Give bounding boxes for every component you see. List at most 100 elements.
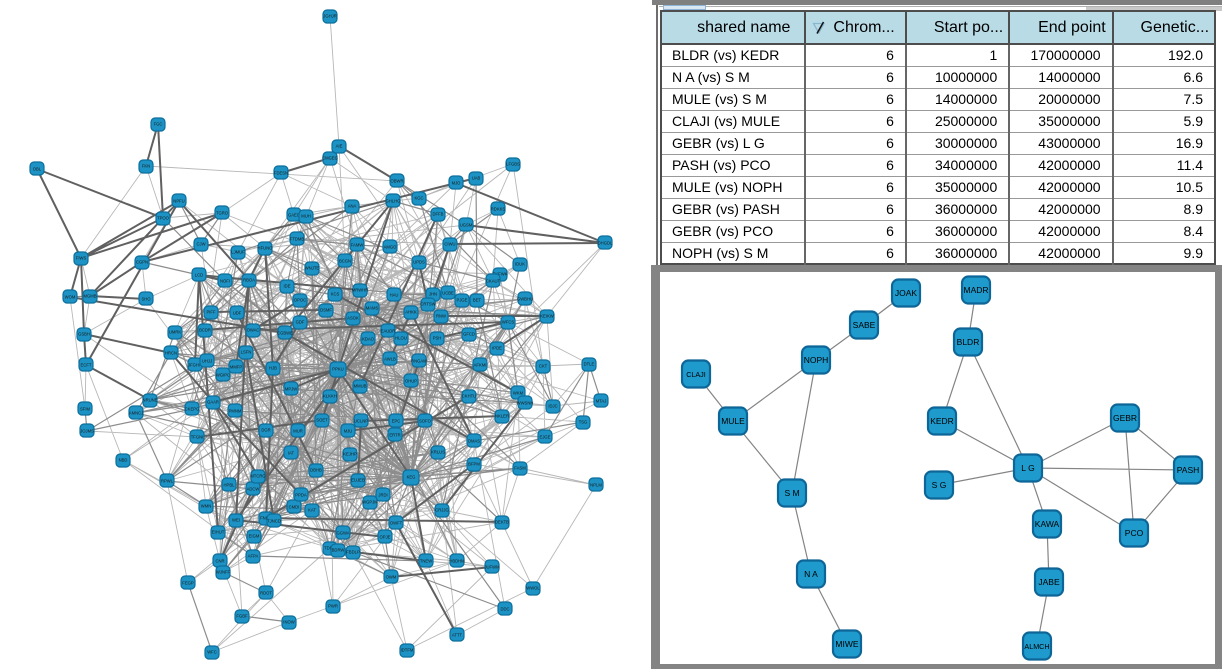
svg-text:MTCRG: MTCRG — [250, 474, 265, 479]
svg-text:UMRK: UMRK — [169, 330, 182, 335]
svg-text:CRTSW: CRTSW — [420, 302, 435, 307]
svg-text:PJGE: PJGE — [457, 298, 468, 303]
svg-text:WEI: WEI — [232, 518, 240, 523]
svg-text:OBWR: OBWR — [390, 179, 403, 184]
svg-text:GHLHG: GHLHG — [386, 199, 401, 204]
svg-text:DFFB: DFFB — [433, 212, 444, 217]
svg-text:AFKMI: AFKMI — [474, 363, 487, 368]
svg-text:KAT: KAT — [308, 508, 316, 513]
svg-text:MGMB: MGMB — [83, 294, 96, 299]
svg-text:PPDA: PPDA — [295, 493, 307, 498]
svg-text:WGPJM: WGPJM — [362, 500, 378, 505]
svg-text:JABE: JABE — [1038, 577, 1060, 587]
svg-text:UHJJ: UHJJ — [202, 359, 212, 364]
svg-text:SOFO: SOFO — [419, 419, 432, 424]
svg-text:RNGAW: RNGAW — [411, 359, 427, 364]
svg-text:EKFWK: EKFWK — [493, 272, 508, 277]
svg-text:TPOO: TPOO — [157, 216, 170, 221]
svg-text:ADCW: ADCW — [247, 487, 260, 492]
svg-text:MMFP: MMFP — [230, 365, 243, 370]
svg-text:UDF: UDF — [233, 311, 242, 316]
svg-text:MIWE: MIWE — [835, 639, 858, 649]
svg-text:NOPH: NOPH — [804, 355, 829, 365]
svg-text:KEIKW: KEIKW — [540, 314, 554, 319]
svg-text:EIGM: EIGM — [249, 534, 260, 539]
svg-text:RDOT: RDOT — [260, 591, 272, 596]
svg-text:N A: N A — [804, 569, 818, 579]
svg-text:HRCN: HRCN — [165, 351, 177, 356]
svg-text:UCBE: UCBE — [442, 291, 454, 296]
svg-text:MUH: MUH — [301, 214, 311, 219]
svg-text:KAWA: KAWA — [1035, 519, 1060, 529]
svg-text:CKEPG: CKEPG — [185, 407, 200, 412]
svg-text:PASH: PASH — [1177, 465, 1200, 475]
svg-text:OWAC: OWAC — [247, 328, 260, 333]
svg-text:DSMF: DSMF — [320, 308, 332, 313]
svg-text:AWLB: AWLB — [384, 357, 396, 362]
svg-text:FKN: FKN — [142, 164, 150, 169]
svg-text:GFCD: GFCD — [463, 332, 475, 337]
svg-text:IDTFM: IDTFM — [401, 648, 414, 653]
svg-text:WJNFF: WJNFF — [216, 570, 231, 575]
svg-text:OPOC: OPOC — [294, 298, 306, 303]
svg-text:JOAK: JOAK — [895, 288, 918, 298]
svg-text:JFGHN: JFGHN — [188, 363, 202, 368]
svg-text:DGR: DGR — [261, 428, 270, 433]
svg-text:L G: L G — [1021, 463, 1034, 473]
svg-text:KEDR: KEDR — [930, 416, 954, 426]
svg-text:CGPN: CGPN — [136, 260, 148, 265]
svg-text:GSBH: GSBH — [78, 332, 90, 337]
svg-text:TNEW: TNEW — [420, 559, 432, 564]
svg-text:RPWL: RPWL — [161, 479, 174, 484]
svg-text:IPDE: IPDE — [492, 346, 502, 351]
svg-text:UPDS: UPDS — [413, 260, 425, 265]
svg-text:JUFWM: JUFWM — [484, 565, 500, 570]
svg-text:OWFT: OWFT — [390, 521, 403, 526]
svg-text:WWOL: WWOL — [526, 586, 540, 591]
svg-text:NPLM: NPLM — [590, 483, 602, 488]
svg-text:MPJW: MPJW — [285, 387, 297, 392]
svg-text:HAU: HAU — [390, 293, 399, 298]
svg-text:MAMS: MAMS — [366, 306, 379, 311]
svg-text:IDE: IDE — [284, 284, 291, 289]
svg-text:KEJHP: KEJHP — [343, 452, 357, 457]
svg-text:LFGBS: LFGBS — [506, 162, 520, 167]
svg-text:PMNM: PMNM — [229, 409, 242, 414]
svg-text:PSH: PSH — [433, 336, 442, 341]
svg-text:S M: S M — [784, 488, 799, 498]
svg-text:AHKK: AHKK — [405, 310, 417, 315]
svg-text:HLOU: HLOU — [395, 336, 407, 341]
svg-text:INOW: INOW — [283, 620, 294, 625]
svg-text:WNJTE: WNJTE — [305, 266, 320, 271]
svg-text:BCDR: BCDR — [199, 328, 211, 333]
svg-text:MUR: MUR — [293, 429, 303, 434]
svg-text:IAT: IAT — [288, 451, 295, 456]
svg-text:MJU: MJU — [344, 429, 353, 434]
svg-text:MJO: MJO — [452, 181, 462, 186]
svg-text:CRJJG: CRJJG — [435, 508, 449, 513]
svg-text:KDAO: KDAO — [362, 337, 375, 342]
svg-text:TGRO: TGRO — [216, 211, 229, 216]
svg-text:JRDI: JRDI — [378, 493, 387, 498]
svg-text:RNW: RNW — [436, 314, 446, 319]
svg-text:ERTR: ERTR — [389, 433, 400, 438]
svg-text:BFPM: BFPM — [468, 462, 480, 467]
svg-text:FAMW: FAMW — [351, 243, 364, 248]
svg-text:BCGN: BCGN — [339, 259, 351, 264]
svg-text:MMUB: MMUB — [354, 384, 367, 389]
svg-text:TJNCD: TJNCD — [267, 519, 281, 524]
svg-text:WOM: WOM — [65, 295, 76, 300]
svg-text:AMGO: AMGO — [384, 245, 398, 250]
svg-text:HFUNO: HFUNO — [258, 246, 274, 251]
svg-text:BDRW: BDRW — [332, 548, 345, 553]
svg-text:CGBWE: CGBWE — [277, 331, 293, 336]
svg-text:EAUDR: EAUDR — [381, 329, 396, 334]
svg-text:ECFT: ECFT — [81, 363, 92, 368]
svg-text:DDC: DDC — [500, 607, 509, 612]
svg-text:DBHB: DBHB — [310, 468, 322, 473]
svg-text:GDF: GDF — [296, 320, 305, 325]
svg-text:WMN: WMN — [201, 504, 211, 509]
svg-text:RBOA: RBOA — [243, 278, 255, 283]
svg-text:CMDI: CMDI — [289, 505, 300, 510]
svg-text:GAAR: GAAR — [207, 400, 219, 405]
